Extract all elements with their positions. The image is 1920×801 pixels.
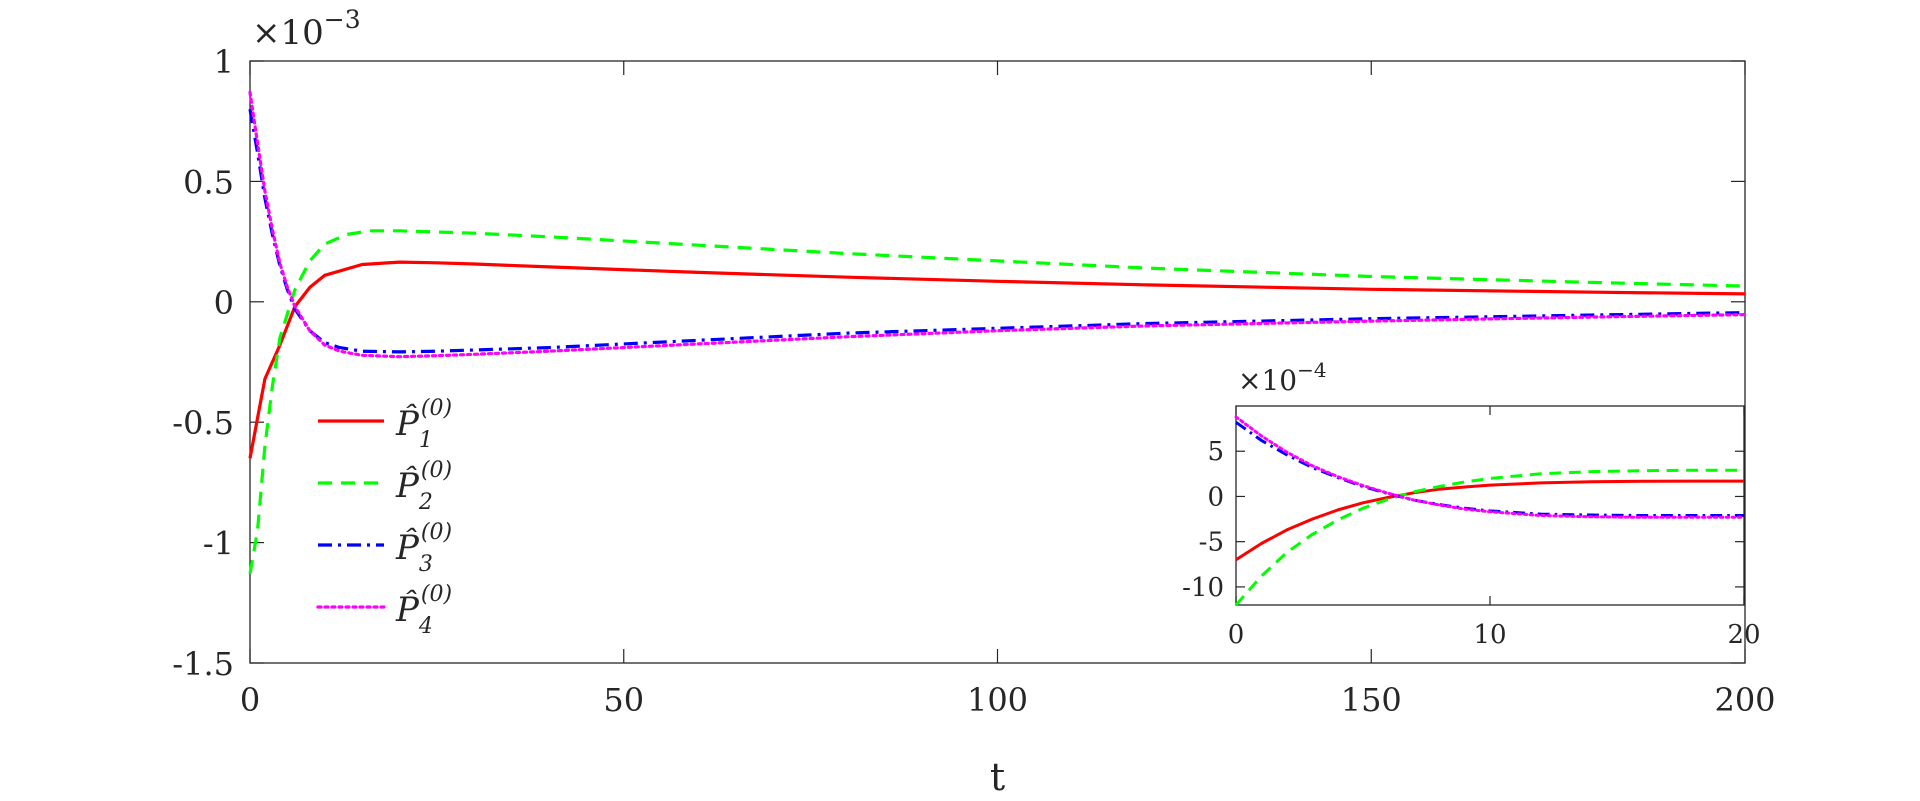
y-tick-label: 1 xyxy=(214,43,234,81)
main-y-multiplier-base: ×10 xyxy=(252,13,324,53)
series-line-4 xyxy=(1234,415,1746,519)
main-x-axis-label: t xyxy=(990,755,1005,799)
y-tick-label: 0.5 xyxy=(183,163,234,201)
x-tick-label: 150 xyxy=(1341,681,1402,719)
x-tick-label: 50 xyxy=(603,681,644,719)
x-tick-label: 10 xyxy=(1473,620,1506,650)
legend-label-4: P̂4(0) xyxy=(395,582,452,639)
main-series xyxy=(248,90,1747,575)
series-line-2 xyxy=(248,229,1746,575)
y-tick-label: -10 xyxy=(1182,573,1224,603)
inset-axes-frame xyxy=(1235,405,1745,606)
main-y-multiplier: ×10−3 xyxy=(252,5,361,53)
y-tick-label: 0 xyxy=(214,284,234,322)
series-line-1 xyxy=(248,260,1746,459)
inset-plot: 0 10 20 -10 -5 0 5 ×10−4 xyxy=(1182,358,1760,650)
inset-ticks: 0 10 20 -10 -5 0 5 xyxy=(1182,406,1761,650)
inset-series xyxy=(1234,415,1746,606)
y-tick-label: -1.5 xyxy=(172,645,234,683)
y-tick-label: 0 xyxy=(1207,482,1224,512)
legend: P̂1(0)P̂2(0)P̂3(0)P̂4(0) xyxy=(316,396,452,639)
legend-label-3: P̂3(0) xyxy=(395,520,452,577)
y-tick-label: -5 xyxy=(1199,528,1224,558)
y-tick-label: -1 xyxy=(203,525,234,563)
legend-label-1: P̂1(0) xyxy=(395,396,452,453)
x-tick-label: 0 xyxy=(1228,620,1245,650)
x-tick-label: 200 xyxy=(1714,681,1775,719)
y-tick-label: -0.5 xyxy=(172,404,234,442)
inset-y-multiplier: ×10−4 xyxy=(1238,358,1327,397)
x-tick-label: 0 xyxy=(240,681,260,719)
x-tick-label: 100 xyxy=(967,681,1028,719)
y-tick-label: 5 xyxy=(1207,437,1224,467)
series-line-3 xyxy=(248,108,1746,354)
main-ticks: 0 50 100 150 200-1.5-1-0.500.51 xyxy=(172,43,1775,719)
inset-y-multiplier-base: ×10 xyxy=(1238,364,1297,397)
series-line-4 xyxy=(248,90,1747,359)
x-tick-label: 20 xyxy=(1727,620,1760,650)
main-y-multiplier-exp: −3 xyxy=(324,5,361,34)
main-plot: 0 50 100 150 200-1.5-1-0.500.51 t ×10−3 P̂1(… xyxy=(172,5,1775,799)
series-line-1 xyxy=(1235,479,1744,562)
inset-y-multiplier-exp: −4 xyxy=(1297,358,1326,382)
series-line-2 xyxy=(1234,468,1744,606)
legend-label-2: P̂2(0) xyxy=(395,458,452,515)
